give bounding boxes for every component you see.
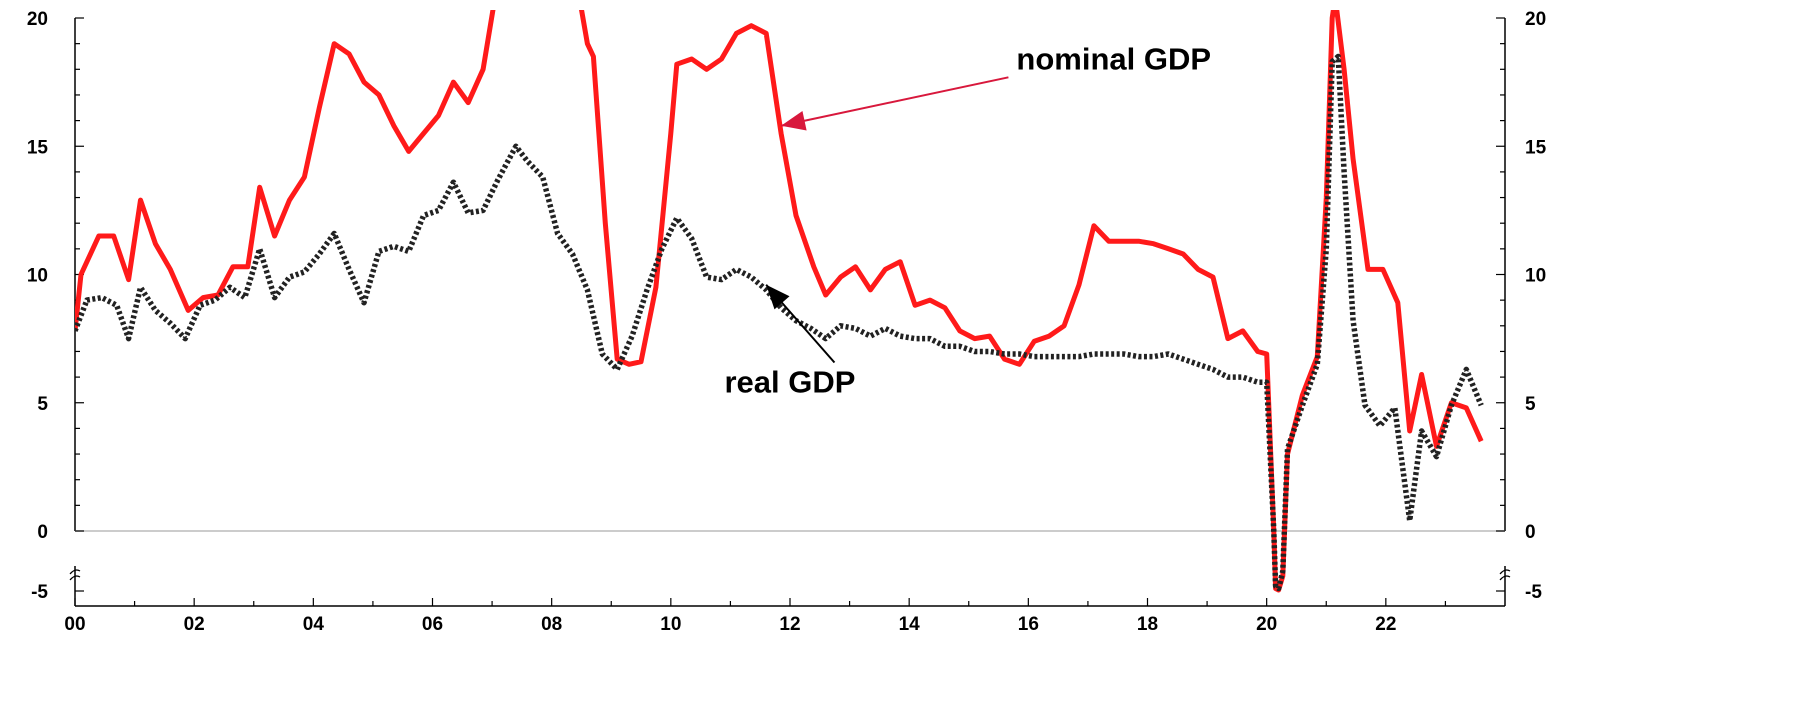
axis-break-left xyxy=(69,569,81,581)
x-tick-label: 10 xyxy=(660,614,681,635)
y-tick-label-right: 10 xyxy=(1525,266,1546,287)
annotation-arrow-head xyxy=(766,284,790,310)
annotation-arrow-head xyxy=(781,110,807,131)
y-tick-label-right-lower: -5 xyxy=(1525,582,1542,603)
x-tick-label: 06 xyxy=(422,614,443,635)
x-tick-label: 12 xyxy=(779,614,800,635)
y-tick-label-left: 10 xyxy=(27,266,48,287)
x-tick-label: 18 xyxy=(1137,614,1158,635)
y-tick-label-right: 0 xyxy=(1525,522,1536,543)
annotation-arrow-shaft xyxy=(780,76,1009,127)
y-tick-label-left-lower: -5 xyxy=(31,582,48,603)
y-tick-label-right: 5 xyxy=(1525,394,1536,415)
x-tick-label: 16 xyxy=(1018,614,1039,635)
y-tick-label-left: 5 xyxy=(37,394,48,415)
x-tick-label: 08 xyxy=(541,614,562,635)
x-tick-label: 14 xyxy=(899,614,921,635)
annotation-label: real GDP xyxy=(724,364,855,399)
x-tick-label: 04 xyxy=(303,614,325,635)
x-tick-label: 20 xyxy=(1256,614,1277,635)
y-tick-label-left: 20 xyxy=(27,9,48,30)
y-tick-label-left: 15 xyxy=(27,137,49,158)
y-tick-label-right: 20 xyxy=(1525,9,1546,30)
axis-break-right xyxy=(1499,569,1511,581)
y-tick-label-right: 15 xyxy=(1525,137,1547,158)
x-tick-label: 22 xyxy=(1375,614,1396,635)
series-group xyxy=(75,10,1484,593)
series-line-real-gdp xyxy=(75,53,1484,592)
x-tick-label: 00 xyxy=(64,614,85,635)
annotation-label: nominal GDP xyxy=(1016,41,1211,76)
x-tick-label: 02 xyxy=(184,614,205,635)
y-tick-label-left: 0 xyxy=(37,522,48,543)
